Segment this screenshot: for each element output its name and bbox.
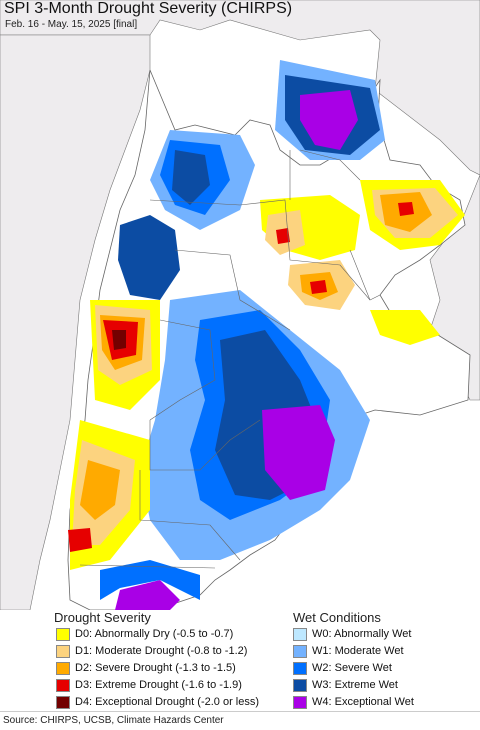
outside-region-land — [0, 0, 480, 176]
legend-label-d4: D4: Exceptional Drought (-2.0 or less) — [75, 696, 260, 708]
legend-label-w3: W3: Extreme Wet — [312, 679, 398, 691]
legend-item-w0: W0: Abnormally Wet — [293, 627, 411, 641]
footer-divider — [0, 711, 480, 712]
legend: Drought Severity Wet Conditions D0: Abno… — [0, 610, 480, 710]
admin-borders — [79, 149, 381, 569]
west-coast-land — [0, 34, 151, 610]
legend-swatch-d1 — [56, 644, 70, 658]
map-title: SPI 3-Month Drought Severity (CHIRPS) — [4, 0, 293, 17]
legend-label-d1: D1: Moderate Drought (-0.8 to -1.2) — [75, 645, 248, 657]
legend-swatch-w0 — [293, 627, 307, 641]
legend-item-w3: W3: Extreme Wet — [293, 678, 398, 692]
source-credit: Source: CHIRPS, UCSB, Climate Hazards Ce… — [3, 715, 224, 726]
drought-legend-heading: Drought Severity — [54, 610, 151, 625]
legend-label-w2: W2: Severe Wet — [312, 662, 392, 674]
w4-wet-south — [115, 580, 180, 610]
legend-item-d4: D4: Exceptional Drought (-2.0 or less) — [56, 695, 259, 709]
legend-item-w1: W1: Moderate Wet — [293, 644, 404, 658]
legend-swatch-w2 — [293, 661, 307, 675]
legend-swatch-d3 — [56, 678, 70, 692]
w2-wet-south — [100, 560, 200, 600]
map-subtitle: Feb. 16 - May. 15, 2025 [final] — [5, 19, 138, 30]
legend-swatch-w4 — [293, 695, 307, 709]
d3-dry-central-north — [310, 280, 327, 294]
legend-label-d3: D3: Extreme Drought (-1.6 to -1.9) — [75, 679, 242, 691]
legend-item-d3: D3: Extreme Drought (-1.6 to -1.9) — [56, 678, 242, 692]
legend-item-d0: D0: Abnormally Dry (-0.5 to -0.7) — [56, 627, 233, 641]
d2-dry-southwest — [80, 460, 120, 520]
w4-wet-northeast — [300, 90, 358, 150]
d3-dry-north — [276, 228, 290, 244]
drought-map — [0, 0, 480, 610]
d3-dry-southwest — [68, 528, 92, 552]
d0-dry-east — [370, 310, 440, 345]
wet-legend-heading: Wet Conditions — [293, 610, 381, 625]
legend-label-w1: W1: Moderate Wet — [312, 645, 404, 657]
legend-label-w4: W4: Exceptional Wet — [312, 696, 414, 708]
w3-wet-north — [172, 150, 210, 205]
w3-wet-northwest — [118, 215, 180, 300]
legend-swatch-w3 — [293, 678, 307, 692]
legend-label-d0: D0: Abnormally Dry (-0.5 to -0.7) — [75, 628, 234, 640]
w4-wet-central — [262, 405, 335, 500]
legend-label-d2: D2: Severe Drought (-1.3 to -1.5) — [75, 662, 236, 674]
legend-item-w2: W2: Severe Wet — [293, 661, 392, 675]
legend-swatch-d2 — [56, 661, 70, 675]
legend-swatch-d4 — [56, 695, 70, 709]
legend-swatch-d0 — [56, 627, 70, 641]
legend-item-w4: W4: Exceptional Wet — [293, 695, 414, 709]
d3-dry-northeast — [398, 202, 414, 216]
legend-item-d2: D2: Severe Drought (-1.3 to -1.5) — [56, 661, 236, 675]
legend-item-d1: D1: Moderate Drought (-0.8 to -1.2) — [56, 644, 247, 658]
legend-swatch-w1 — [293, 644, 307, 658]
legend-label-w0: W0: Abnormally Wet — [312, 628, 412, 640]
d4-dry-west — [112, 330, 126, 350]
